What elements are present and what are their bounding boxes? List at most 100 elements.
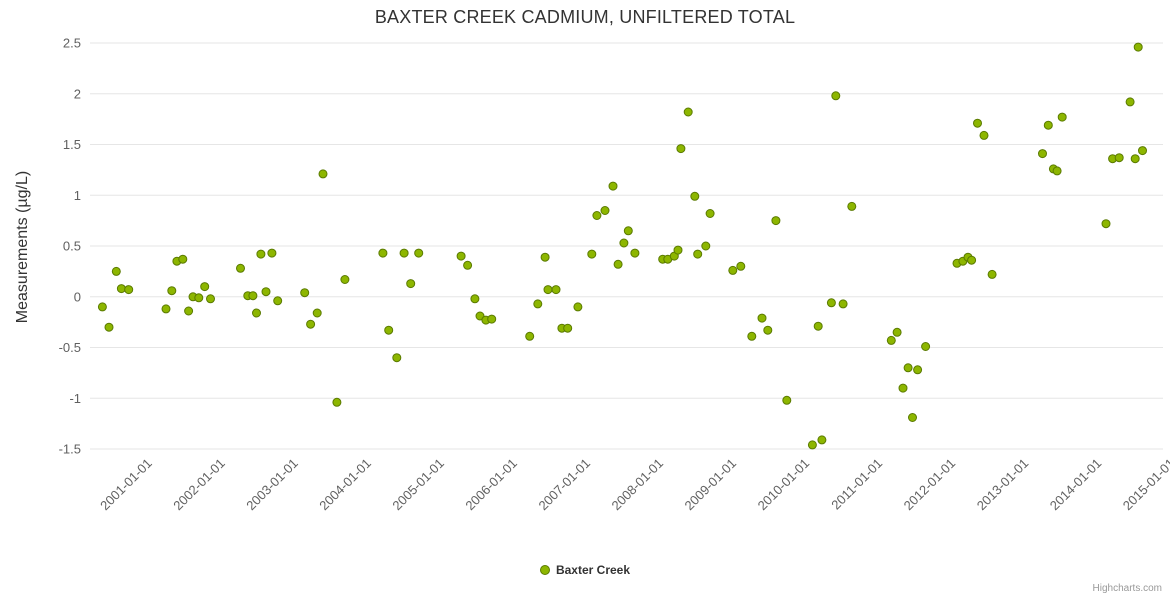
data-point[interactable] <box>903 363 913 373</box>
data-point[interactable] <box>543 285 553 295</box>
data-point[interactable] <box>318 169 328 179</box>
data-point[interactable] <box>908 413 917 422</box>
data-point[interactable] <box>782 395 792 405</box>
data-point[interactable] <box>898 383 908 393</box>
data-point[interactable] <box>563 323 573 333</box>
x-tick-label: 2006-01-01 <box>462 456 520 514</box>
data-point[interactable] <box>261 287 271 297</box>
data-point[interactable] <box>1052 166 1062 176</box>
data-point[interactable] <box>384 325 394 335</box>
data-point[interactable] <box>623 226 633 236</box>
data-point[interactable] <box>206 294 215 304</box>
data-point[interactable] <box>1133 42 1143 52</box>
data-point[interactable] <box>676 144 686 154</box>
data-point[interactable] <box>973 118 982 128</box>
data-point[interactable] <box>1138 146 1147 156</box>
data-point[interactable] <box>701 241 711 251</box>
data-point[interactable] <box>1125 97 1135 107</box>
data-point[interactable] <box>921 342 931 351</box>
data-point[interactable] <box>104 322 114 332</box>
y-tick-label: 0.5 <box>63 239 81 254</box>
data-point[interactable] <box>525 331 535 341</box>
data-point[interactable] <box>340 275 350 284</box>
y-tick-label: 2 <box>74 86 81 101</box>
data-point[interactable] <box>831 91 841 101</box>
data-point[interactable] <box>1043 120 1053 130</box>
data-point[interactable] <box>619 238 629 248</box>
data-point[interactable] <box>587 249 597 259</box>
data-point[interactable] <box>573 302 583 312</box>
data-point[interactable] <box>967 255 977 265</box>
x-tick-label: 2011-01-01 <box>828 456 885 513</box>
data-point[interactable] <box>987 269 997 279</box>
data-point[interactable] <box>826 298 836 308</box>
data-point[interactable] <box>463 260 473 270</box>
data-point[interactable] <box>97 302 107 312</box>
data-point[interactable] <box>683 107 693 117</box>
data-point[interactable] <box>838 299 848 309</box>
data-point[interactable] <box>487 314 497 324</box>
x-tick-label: 2002-01-01 <box>170 456 228 514</box>
data-point[interactable] <box>533 299 543 309</box>
data-point[interactable] <box>728 265 738 275</box>
data-point[interactable] <box>847 201 857 211</box>
data-point[interactable] <box>1114 153 1124 163</box>
data-point[interactable] <box>608 181 618 191</box>
data-point[interactable] <box>392 353 402 363</box>
data-point[interactable] <box>1057 112 1067 122</box>
data-point[interactable] <box>116 284 126 294</box>
data-point[interactable] <box>167 286 177 296</box>
data-point[interactable] <box>161 304 171 314</box>
data-point[interactable] <box>705 209 715 218</box>
data-point[interactable] <box>600 206 610 215</box>
data-point[interactable] <box>200 282 210 292</box>
data-point[interactable] <box>399 248 409 258</box>
data-point[interactable] <box>332 397 342 407</box>
data-point[interactable] <box>312 308 322 318</box>
data-point[interactable] <box>673 245 683 255</box>
data-point[interactable] <box>1038 149 1047 159</box>
data-point[interactable] <box>892 327 902 337</box>
data-point[interactable] <box>913 365 923 375</box>
data-point[interactable] <box>757 313 767 323</box>
data-point[interactable] <box>747 331 757 341</box>
data-point[interactable] <box>470 294 480 304</box>
data-point[interactable] <box>406 279 416 289</box>
data-point[interactable] <box>817 435 827 445</box>
data-point[interactable] <box>267 248 277 258</box>
data-point[interactable] <box>630 248 640 258</box>
data-point[interactable] <box>456 251 466 261</box>
data-point[interactable] <box>813 321 823 331</box>
data-point[interactable] <box>886 335 896 345</box>
data-point[interactable] <box>194 293 204 303</box>
data-point[interactable] <box>414 248 424 258</box>
data-point[interactable] <box>736 261 746 271</box>
data-point[interactable] <box>252 308 261 318</box>
data-point[interactable] <box>306 319 316 329</box>
data-point[interactable] <box>763 325 773 335</box>
data-point[interactable] <box>273 296 283 306</box>
data-point[interactable] <box>378 248 388 258</box>
data-point[interactable] <box>248 291 258 301</box>
data-point[interactable] <box>551 285 561 295</box>
data-point[interactable] <box>184 306 194 316</box>
data-point[interactable] <box>111 266 121 276</box>
data-point[interactable] <box>1101 219 1111 229</box>
data-point[interactable] <box>1130 154 1140 164</box>
data-point[interactable] <box>592 211 602 220</box>
data-point[interactable] <box>236 263 245 273</box>
data-point[interactable] <box>256 249 266 259</box>
data-point[interactable] <box>540 252 550 262</box>
data-point[interactable] <box>771 216 781 226</box>
highcharts-credits[interactable]: Highcharts.com <box>1092 583 1162 594</box>
data-point[interactable] <box>300 288 310 298</box>
data-point[interactable] <box>178 254 188 264</box>
data-point[interactable] <box>979 130 989 140</box>
legend[interactable]: Baxter Creek <box>0 563 1170 577</box>
data-point[interactable] <box>124 285 134 295</box>
data-point[interactable] <box>807 440 817 450</box>
data-point[interactable] <box>690 191 700 201</box>
data-point[interactable] <box>613 259 623 269</box>
data-point[interactable] <box>693 249 703 259</box>
